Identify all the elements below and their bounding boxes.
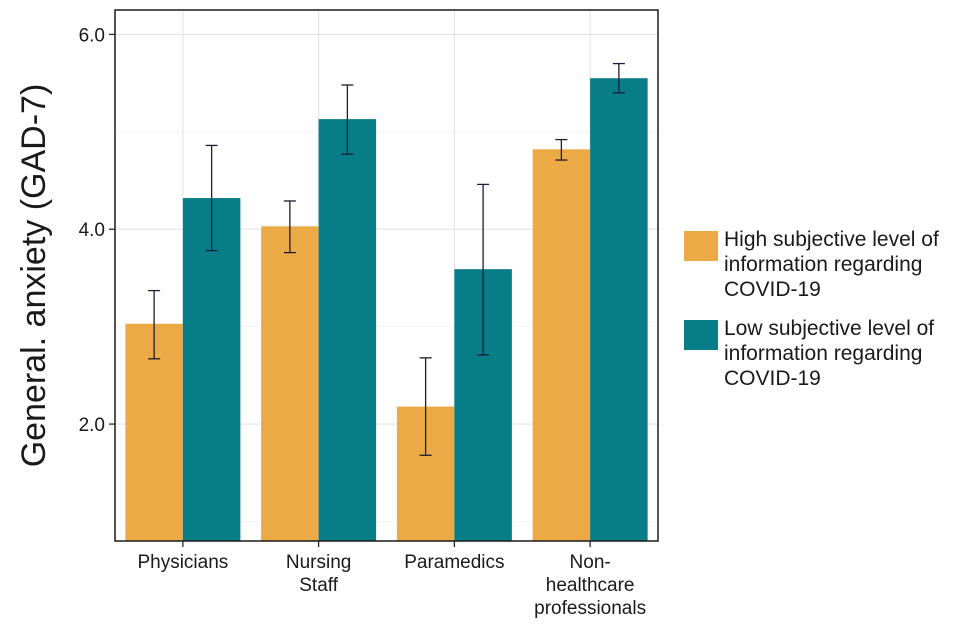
bar <box>532 149 591 541</box>
error-bar <box>341 84 354 155</box>
bar <box>125 323 183 541</box>
legend-item: Low subjective level of information regar… <box>684 317 934 390</box>
legend-label: High subjective level of information rega… <box>724 228 939 301</box>
bar <box>182 198 241 541</box>
legend-swatch <box>684 320 718 350</box>
error-bar <box>555 138 568 161</box>
y-tick-label: 4.0 <box>79 220 105 241</box>
x-tick-label: Nursing Staff <box>286 552 351 596</box>
error-bar <box>205 144 218 252</box>
x-tick-label: Non-healthcare professionals <box>534 552 646 619</box>
legend: High subjective level of information rega… <box>684 228 939 390</box>
bar <box>261 226 319 541</box>
y-tick-label: 2.0 <box>79 415 105 436</box>
bar <box>318 119 377 542</box>
y-tick-label: 6.0 <box>79 25 105 46</box>
error-bar <box>283 200 296 254</box>
y-axis: 2.0 4.0 6.0 <box>79 25 115 436</box>
bar <box>590 78 648 541</box>
error-bar <box>419 357 432 456</box>
plot-panel-border <box>114 9 659 542</box>
x-axis: Physicians Nursing Staff Paramedics Non-heal… <box>137 541 646 619</box>
legend-swatch <box>684 231 718 261</box>
error-bar <box>477 183 490 356</box>
bars-layer <box>125 78 648 542</box>
legend-label: Low subjective level of information regar… <box>724 317 934 390</box>
error-bar <box>148 289 161 360</box>
error-bar <box>612 62 625 94</box>
y-axis-label: General. anxiety (GAD-7) <box>15 84 53 468</box>
legend-item: High subjective level of information rega… <box>684 228 939 301</box>
error-bars-layer <box>148 62 625 456</box>
x-tick-label: Physicians <box>137 552 228 573</box>
x-tick-label: Paramedics <box>404 552 504 573</box>
